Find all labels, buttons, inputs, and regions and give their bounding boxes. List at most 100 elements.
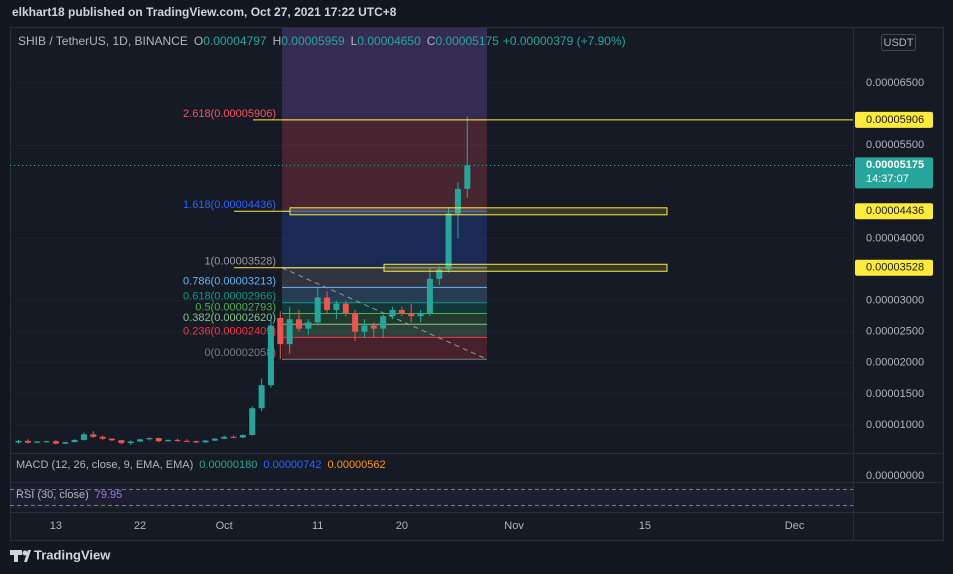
candle-body bbox=[165, 439, 172, 442]
candle-body bbox=[90, 434, 97, 437]
currency-button[interactable] bbox=[881, 34, 916, 51]
candle-body bbox=[127, 441, 134, 444]
fib-zone bbox=[282, 302, 487, 314]
symbol: SHIB / TetherUS, 1D, BINANCE bbox=[18, 34, 188, 48]
ohlc-value: 0.00004650 bbox=[357, 34, 421, 48]
y-tick-label: 0.00003000 bbox=[866, 295, 924, 307]
x-tick-label: 20 bbox=[396, 520, 408, 532]
fib-zone bbox=[282, 211, 487, 268]
candle-body bbox=[99, 436, 106, 439]
candle-body bbox=[333, 303, 340, 310]
candle-body bbox=[109, 438, 115, 441]
fib-label: 1.618(0.00004436) bbox=[183, 199, 276, 211]
macd-value: 0.00000562 bbox=[328, 459, 386, 471]
candle-body bbox=[314, 297, 321, 323]
candle-body bbox=[155, 438, 162, 442]
candle-body bbox=[193, 441, 200, 443]
y-tick-label: 0.00002500 bbox=[866, 326, 924, 338]
candle-body bbox=[277, 318, 284, 345]
candle-body bbox=[211, 438, 218, 441]
currency[interactable]: USDT bbox=[884, 37, 914, 49]
y-tick-label: 0.00004000 bbox=[866, 232, 924, 244]
candle-body bbox=[230, 436, 237, 438]
chart-frame bbox=[10, 27, 944, 541]
rsi-band bbox=[10, 486, 853, 508]
candle-body bbox=[71, 439, 78, 443]
marker-box bbox=[289, 207, 668, 216]
brand: TradingView bbox=[34, 547, 111, 562]
symbol-legend: SHIB / TetherUS, 1D, BINANCE O0.00004797 H… bbox=[18, 34, 626, 48]
fib-label: 2.618(0.00005906) bbox=[183, 108, 276, 120]
candle-body bbox=[80, 434, 87, 440]
x-tick-label: 11 bbox=[312, 520, 323, 532]
candle-body bbox=[436, 269, 443, 279]
last-price-label: 0.00005175 bbox=[866, 159, 924, 171]
change: +0.00000379 (+7.90%) bbox=[503, 34, 626, 48]
price-label-box bbox=[855, 203, 933, 220]
rsi-value: 79.95 bbox=[95, 489, 123, 501]
price-label-box bbox=[855, 111, 933, 128]
price-label-box bbox=[855, 259, 933, 276]
x-tick-label: 22 bbox=[134, 520, 146, 532]
price-label: 0.00004436 bbox=[866, 205, 924, 217]
candle-body bbox=[267, 325, 274, 386]
candle-body bbox=[408, 313, 415, 317]
candle-body bbox=[52, 441, 59, 444]
candle-body bbox=[296, 319, 302, 329]
candle-body bbox=[34, 441, 41, 443]
macd-value: 0.00000180 bbox=[199, 459, 257, 471]
x-tick-label: Nov bbox=[504, 520, 524, 532]
ohlc-value: 0.00005959 bbox=[281, 34, 345, 48]
x-tick-label: 15 bbox=[639, 520, 651, 532]
candle-body bbox=[380, 316, 387, 329]
candle-body bbox=[464, 165, 471, 189]
candle-body bbox=[137, 439, 144, 442]
fib-trend bbox=[281, 267, 488, 360]
fib-label: 1(0.00003528) bbox=[204, 256, 276, 268]
candle-body bbox=[24, 440, 31, 443]
candle-body bbox=[202, 440, 209, 443]
candle-body bbox=[398, 309, 405, 314]
candle-body bbox=[324, 297, 331, 310]
fib-label: 0.382(0.00002620) bbox=[183, 312, 276, 324]
ohlc-key: H bbox=[273, 34, 282, 48]
fib-zone-top bbox=[282, 28, 487, 120]
y-tick-label: 0.00002000 bbox=[866, 357, 924, 369]
candle-body bbox=[146, 438, 153, 440]
fib-label: 0.786(0.00003213) bbox=[183, 275, 276, 287]
candle-body bbox=[258, 385, 265, 409]
x-tick-label: 13 bbox=[50, 520, 62, 532]
candle-body bbox=[370, 325, 377, 329]
x-tick-label: Oct bbox=[216, 520, 233, 532]
macd-value: 0.00000742 bbox=[263, 459, 321, 471]
y-tick-label: 0.00005500 bbox=[866, 139, 924, 151]
candle-body bbox=[454, 188, 461, 214]
y-tick-label: 0.00001500 bbox=[866, 388, 924, 400]
published-line: elkhart18 published on TradingView.com, … bbox=[12, 5, 397, 19]
x-tick-label: Dec bbox=[785, 520, 805, 532]
y-tick-label: 0.00001000 bbox=[866, 419, 924, 431]
rsi-label: RSI (30, close) bbox=[16, 489, 89, 501]
marker-box bbox=[383, 263, 668, 272]
ohlc-value: 0.00005175 bbox=[435, 34, 499, 48]
candle-body bbox=[221, 436, 228, 439]
price-label: 0.00005906 bbox=[866, 114, 924, 126]
plot-area: 0.00006500 0.00005500 0.00004000 0.00003000… bbox=[10, 28, 933, 532]
macd-zero: 0.00000000 bbox=[866, 470, 924, 482]
rsi-legend: RSI (30, close) 79.95 bbox=[16, 489, 122, 501]
countdown: 14:37:07 bbox=[866, 173, 909, 185]
fib-zone bbox=[282, 267, 487, 288]
fib-label: 0.618(0.00002966) bbox=[183, 291, 276, 303]
ohlc-key: O bbox=[194, 34, 203, 48]
price-label: 0.00003528 bbox=[866, 262, 924, 274]
candle-body bbox=[426, 278, 433, 314]
brand-logo bbox=[10, 550, 31, 562]
candle-body bbox=[361, 325, 368, 332]
last-price-box bbox=[855, 157, 933, 189]
candle-body bbox=[174, 439, 181, 441]
candle-body bbox=[445, 213, 452, 270]
fib-label: 0.236(0.00002409) bbox=[183, 325, 276, 337]
candle-body bbox=[43, 441, 50, 443]
